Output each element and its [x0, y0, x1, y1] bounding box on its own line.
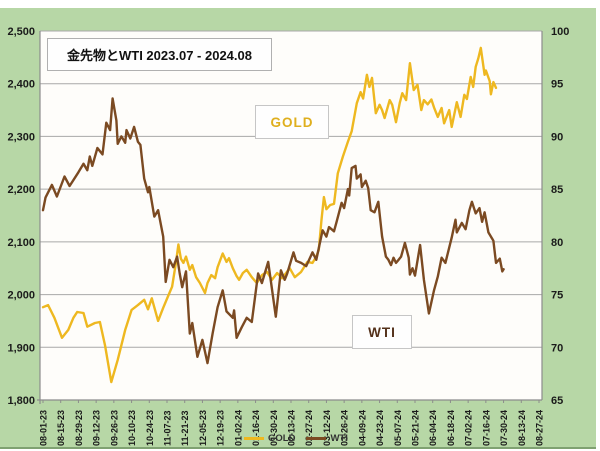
- x-tick-label: 02-13-24: [287, 410, 297, 446]
- x-tick-label: 09-12-23: [92, 410, 102, 446]
- x-tick-label: 11-21-23: [180, 410, 190, 446]
- y-right-tick-label: 90: [551, 131, 563, 143]
- gold-chart-label-box: GOLD: [255, 105, 329, 139]
- x-tick-label: 08-27-24: [535, 410, 545, 446]
- x-tick-label: 05-07-24: [393, 410, 403, 446]
- y-left-tick-label: 1,900: [7, 342, 35, 354]
- chart-title: 金先物とWTI 2023.07 - 2024.08: [67, 48, 252, 63]
- x-tick-label: 10-10-23: [127, 410, 137, 446]
- x-tick-label: 07-16-24: [481, 410, 491, 446]
- wti-line-swatch: [306, 436, 327, 440]
- wti-chart-label: WTI: [368, 324, 396, 340]
- x-tick-label: 08-01-23: [39, 410, 49, 446]
- x-tick-label: 08-15-23: [56, 410, 66, 446]
- x-tick-label: 07-30-24: [499, 410, 509, 446]
- y-right-tick-label: 100: [551, 26, 569, 38]
- y-left-tick-label: 2,200: [7, 184, 35, 196]
- x-tick-label: 07-02-24: [464, 410, 474, 446]
- x-tick-label: 06-04-24: [428, 410, 438, 446]
- x-tick-label: 03-12-24: [322, 410, 332, 446]
- x-tick-label: 11-07-23: [163, 410, 173, 446]
- y-right-tick-label: 95: [551, 79, 563, 91]
- wti-legend-label: WTI: [330, 432, 348, 444]
- x-tick-label: 09-26-23: [109, 410, 119, 446]
- chart-title-box: 金先物とWTI 2023.07 - 2024.08: [47, 38, 272, 71]
- x-tick-label: 04-09-24: [357, 410, 367, 446]
- y-right-tick-label: 75: [551, 290, 563, 302]
- y-left-tick-label: 2,300: [7, 131, 35, 143]
- legend-item-wti: WTI: [306, 432, 348, 444]
- x-tick-label: 01-16-24: [251, 410, 261, 446]
- x-tick-label: 08-13-24: [517, 410, 527, 446]
- y-left-tick-label: 2,400: [7, 79, 35, 91]
- legend-item-gold: GOLD: [244, 433, 295, 444]
- x-tick-label: 02-27-24: [304, 410, 314, 446]
- gold-legend-label: GOLD: [268, 432, 296, 444]
- x-tick-label: 08-29-23: [74, 410, 84, 446]
- x-tick-label: 01-30-24: [269, 410, 279, 446]
- chart-legend: GOLD WTI: [244, 431, 348, 445]
- y-left-tick-label: 2,500: [7, 26, 35, 38]
- y-left-tick-label: 1,800: [7, 395, 35, 407]
- x-tick-label: 05-21-24: [411, 410, 421, 446]
- x-tick-label: 01-02-24: [233, 410, 243, 446]
- x-tick-label: 06-18-24: [446, 410, 456, 446]
- gold-chart-label: GOLD: [270, 114, 314, 130]
- y-right-tick-label: 85: [551, 184, 563, 196]
- x-tick-label: 12-05-23: [198, 410, 208, 446]
- gold-line-swatch: [244, 436, 264, 440]
- y-left-tick-label: 2,000: [7, 290, 35, 302]
- y-right-tick-label: 65: [551, 395, 563, 407]
- y-right-tick-label: 80: [551, 237, 563, 249]
- wti-line: [41, 97, 505, 365]
- y-right-tick-label: 70: [551, 342, 563, 354]
- x-tick-label: 03-26-24: [340, 410, 350, 446]
- wti-chart-label-box: WTI: [352, 315, 412, 349]
- y-left-tick-label: 2,100: [7, 237, 35, 249]
- x-tick-label: 04-23-24: [375, 410, 385, 446]
- x-tick-label: 12-19-23: [216, 410, 226, 446]
- plot-area: [40, 31, 542, 400]
- x-tick-label: 10-24-23: [145, 410, 155, 446]
